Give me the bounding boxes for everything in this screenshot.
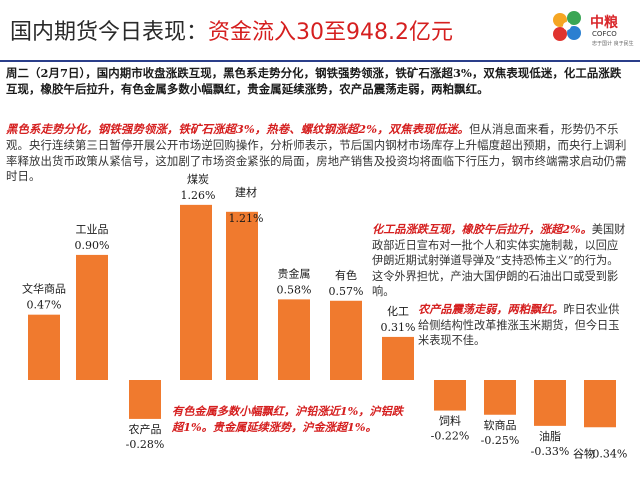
bar-有色 bbox=[330, 300, 362, 380]
black-series-emphasis: 黑色系走势分化，钢铁强势领涨，铁矿石涨超3%，热卷、螺纹钢涨超2%，双焦表现低迷… bbox=[6, 122, 470, 136]
value-label: -0.33% bbox=[531, 445, 570, 458]
value-label: 0.57% bbox=[329, 285, 364, 298]
bar-饲料 bbox=[434, 380, 466, 411]
agriculture-note: 农产品震荡走弱，两粕飘红。昨日农业供给侧结构性改革推涨玉米期货，但今日玉米表现不… bbox=[418, 302, 628, 349]
chemicals-note: 化工品涨跌互现，橡胶午后拉升，涨超2%。美国财政部近日宣布对一批个人和实体实施制… bbox=[372, 222, 628, 300]
category-label: 有色 bbox=[335, 268, 357, 282]
value-label: -0.34% bbox=[589, 447, 628, 460]
value-label: -0.25% bbox=[481, 434, 520, 447]
category-label: 贵金属 bbox=[278, 266, 311, 280]
bar-贵金属 bbox=[278, 299, 310, 380]
value-label: 1.26% bbox=[181, 189, 216, 202]
agriculture-emphasis: 农产品震荡走弱，两粕飘红。 bbox=[418, 302, 564, 316]
category-label: 文华商品 bbox=[22, 282, 66, 296]
bar-农产品 bbox=[129, 380, 161, 419]
black-series-body: 但从消息面来看，形势仍不乐观。央行连续第三日暂停开展公开市场逆回购操作，分析师表… bbox=[6, 122, 627, 184]
title-prefix: 国内期货今日表现： bbox=[10, 20, 209, 45]
title-highlight: 资金流入30至948.2亿元 bbox=[208, 20, 453, 45]
header-divider bbox=[0, 60, 640, 62]
chemicals-emphasis: 化工品涨跌互现，橡胶午后拉升，涨超2%。 bbox=[372, 222, 592, 236]
logo-english: COFCO bbox=[592, 30, 617, 38]
value-label: 1.21% bbox=[229, 212, 264, 225]
value-label: 0.90% bbox=[75, 239, 110, 252]
cofco-logo: 中粮 COFCO 忠于国计 良于民生 bbox=[548, 6, 634, 54]
category-label: 化工 bbox=[387, 304, 409, 318]
value-label: 0.31% bbox=[381, 321, 416, 334]
header: 国内期货今日表现：资金流入30至948.2亿元 中粮 COFCO 忠于国计 良于… bbox=[0, 0, 640, 60]
black-series-paragraph: 黑色系走势分化，钢铁强势领涨，铁矿石涨超3%，热卷、螺纹钢涨超2%，双焦表现低迷… bbox=[6, 122, 630, 185]
bar-化工 bbox=[382, 336, 414, 380]
bar-软商品 bbox=[484, 380, 516, 415]
category-label: 油脂 bbox=[539, 429, 561, 443]
category-label: 建材 bbox=[235, 185, 257, 199]
category-label: 软商品 bbox=[484, 418, 517, 432]
category-label: 农产品 bbox=[129, 422, 162, 436]
chemicals-body: 美国财政部近日宣布对一批个人和实体实施制裁，以回应伊朗近期试射弹道导弹及“支持恐… bbox=[372, 223, 626, 299]
value-label: -0.22% bbox=[431, 430, 470, 443]
agriculture-body: 昨日农业供给侧结构性改革推涨玉米期货，但今日玉米表现不佳。 bbox=[418, 303, 620, 348]
category-label: 饲料 bbox=[439, 414, 461, 428]
value-label: -0.28% bbox=[126, 438, 165, 451]
bar-工业品 bbox=[76, 254, 108, 380]
bar-文华商品 bbox=[28, 314, 60, 380]
value-label: 0.58% bbox=[277, 283, 312, 296]
bar-谷物 bbox=[584, 380, 616, 428]
metals-annotation: 有色金属多数小幅飘红，沪铅涨近1%，沪铝跌超1%。贵金属延续涨势，沪金涨超1%。 bbox=[172, 404, 403, 434]
summary-paragraph: 周二（2月7日），国内期市收盘涨跌互现，黑色系走势分化，钢铁强势领涨，铁矿石涨超… bbox=[6, 66, 622, 96]
bar-油脂 bbox=[534, 380, 566, 426]
value-label: 0.47% bbox=[27, 299, 62, 312]
logo-tagline: 忠于国计 良于民生 bbox=[592, 41, 634, 47]
category-label: 工业品 bbox=[76, 223, 109, 236]
bar-建材 bbox=[226, 211, 258, 380]
category-label: 谷物 bbox=[573, 446, 595, 460]
bar-煤炭 bbox=[180, 204, 212, 380]
page-title: 国内期货今日表现：资金流入30至948.2亿元 bbox=[10, 14, 453, 46]
logo-name: 中粮 bbox=[590, 15, 618, 31]
logo-mark-icon bbox=[553, 11, 581, 41]
